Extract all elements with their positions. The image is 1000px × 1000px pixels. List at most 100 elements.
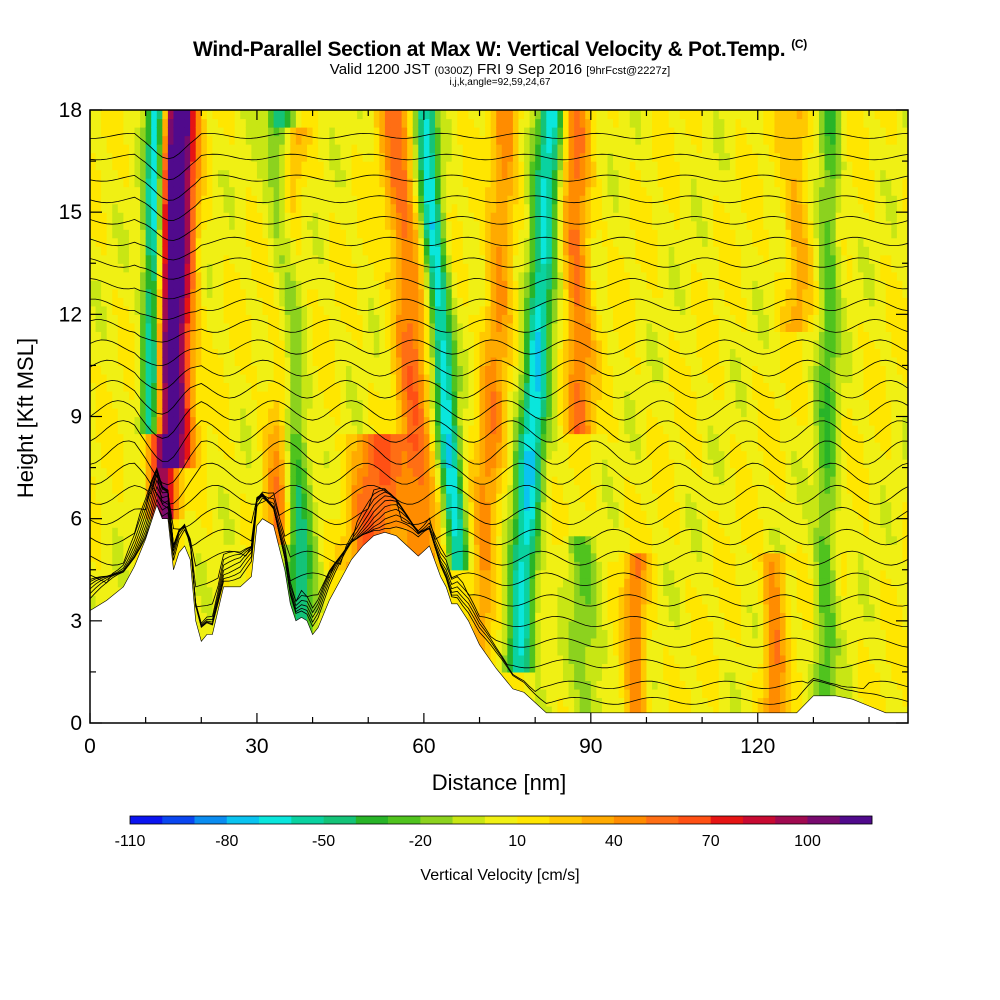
velocity-cell <box>329 518 336 528</box>
velocity-cell <box>373 178 380 188</box>
velocity-cell <box>195 186 202 196</box>
velocity-cell <box>307 433 314 443</box>
velocity-cell <box>156 348 163 358</box>
velocity-cell <box>145 186 152 196</box>
velocity-cell <box>429 390 436 401</box>
velocity-cell <box>184 510 191 520</box>
velocity-cell <box>440 246 447 256</box>
velocity-cell <box>423 314 431 324</box>
velocity-cell <box>446 484 453 494</box>
velocity-cell <box>340 373 347 384</box>
velocity-cell <box>167 110 175 120</box>
velocity-cell <box>284 127 291 137</box>
velocity-cell <box>307 569 314 579</box>
velocity-cell <box>173 484 180 494</box>
velocity-cell <box>340 322 347 332</box>
velocity-cell <box>106 390 113 401</box>
velocity-cell <box>112 518 119 528</box>
velocity-cell <box>279 152 286 162</box>
velocity-cell <box>284 195 291 205</box>
velocity-cell <box>407 203 414 213</box>
velocity-cell <box>301 373 308 384</box>
velocity-cell <box>140 237 147 247</box>
velocity-cell <box>357 510 364 520</box>
velocity-cell <box>323 229 330 239</box>
velocity-cell <box>468 314 475 324</box>
velocity-cell <box>473 612 481 622</box>
velocity-cell <box>451 186 458 196</box>
velocity-cell <box>284 203 291 213</box>
velocity-cell <box>256 280 264 290</box>
velocity-cell <box>123 552 130 562</box>
velocity-cell <box>340 433 347 443</box>
velocity-cell <box>245 229 252 239</box>
velocity-cell <box>140 178 147 188</box>
velocity-cell <box>423 476 431 486</box>
velocity-cell <box>179 135 186 145</box>
velocity-cell <box>151 433 158 443</box>
velocity-cell <box>368 314 375 324</box>
velocity-cell <box>229 390 236 401</box>
velocity-cell <box>145 339 152 349</box>
velocity-cell <box>179 467 186 477</box>
velocity-cell <box>167 144 175 154</box>
velocity-cell <box>217 450 225 460</box>
velocity-cell <box>329 390 336 401</box>
velocity-cell <box>156 356 163 367</box>
velocity-cell <box>473 595 481 605</box>
velocity-cell <box>390 467 397 477</box>
velocity-cell <box>234 561 241 571</box>
velocity-cell <box>295 348 303 358</box>
velocity-cell <box>173 518 180 528</box>
velocity-cell <box>268 459 275 469</box>
velocity-cell <box>201 118 208 128</box>
velocity-cell <box>295 331 303 341</box>
velocity-cell <box>407 467 414 477</box>
velocity-cell <box>435 280 442 290</box>
velocity-cell <box>362 382 369 392</box>
velocity-cell <box>412 271 419 281</box>
velocity-cell <box>318 535 325 545</box>
velocity-cell <box>357 118 364 128</box>
velocity-cell <box>279 110 286 120</box>
velocity-cell <box>206 271 214 281</box>
velocity-cell <box>468 297 475 307</box>
velocity-cell <box>390 186 397 196</box>
velocity-cell <box>256 297 264 307</box>
velocity-cell <box>440 501 447 511</box>
velocity-cell <box>329 169 336 179</box>
velocity-cell <box>106 442 113 452</box>
velocity-cell <box>240 110 247 120</box>
velocity-cell <box>128 220 136 230</box>
velocity-cell <box>184 178 191 188</box>
velocity-cell <box>229 373 236 384</box>
velocity-cell <box>128 144 136 154</box>
velocity-cell <box>329 246 336 256</box>
velocity-cell <box>206 127 214 137</box>
velocity-cell <box>323 510 330 520</box>
velocity-cell <box>90 135 97 145</box>
velocity-cell <box>468 186 475 196</box>
velocity-cell <box>318 169 325 179</box>
velocity-cell <box>318 510 325 520</box>
velocity-cell <box>451 595 458 605</box>
velocity-cell <box>418 161 425 171</box>
velocity-cell <box>268 169 275 179</box>
velocity-cell <box>195 322 202 332</box>
velocity-cell <box>362 297 369 307</box>
velocity-cell <box>134 203 141 213</box>
velocity-cell <box>234 322 241 332</box>
velocity-cell <box>384 467 392 477</box>
velocity-cell <box>229 339 236 349</box>
velocity-cell <box>134 127 141 137</box>
velocity-cell <box>357 442 364 452</box>
velocity-cell <box>412 339 419 349</box>
velocity-cell <box>217 288 225 298</box>
velocity-cell <box>362 348 369 358</box>
velocity-cell <box>95 297 102 307</box>
velocity-cell <box>284 263 291 273</box>
velocity-cell <box>368 416 375 426</box>
velocity-cell <box>357 373 364 384</box>
velocity-cell <box>117 510 124 520</box>
velocity-cell <box>262 263 269 273</box>
